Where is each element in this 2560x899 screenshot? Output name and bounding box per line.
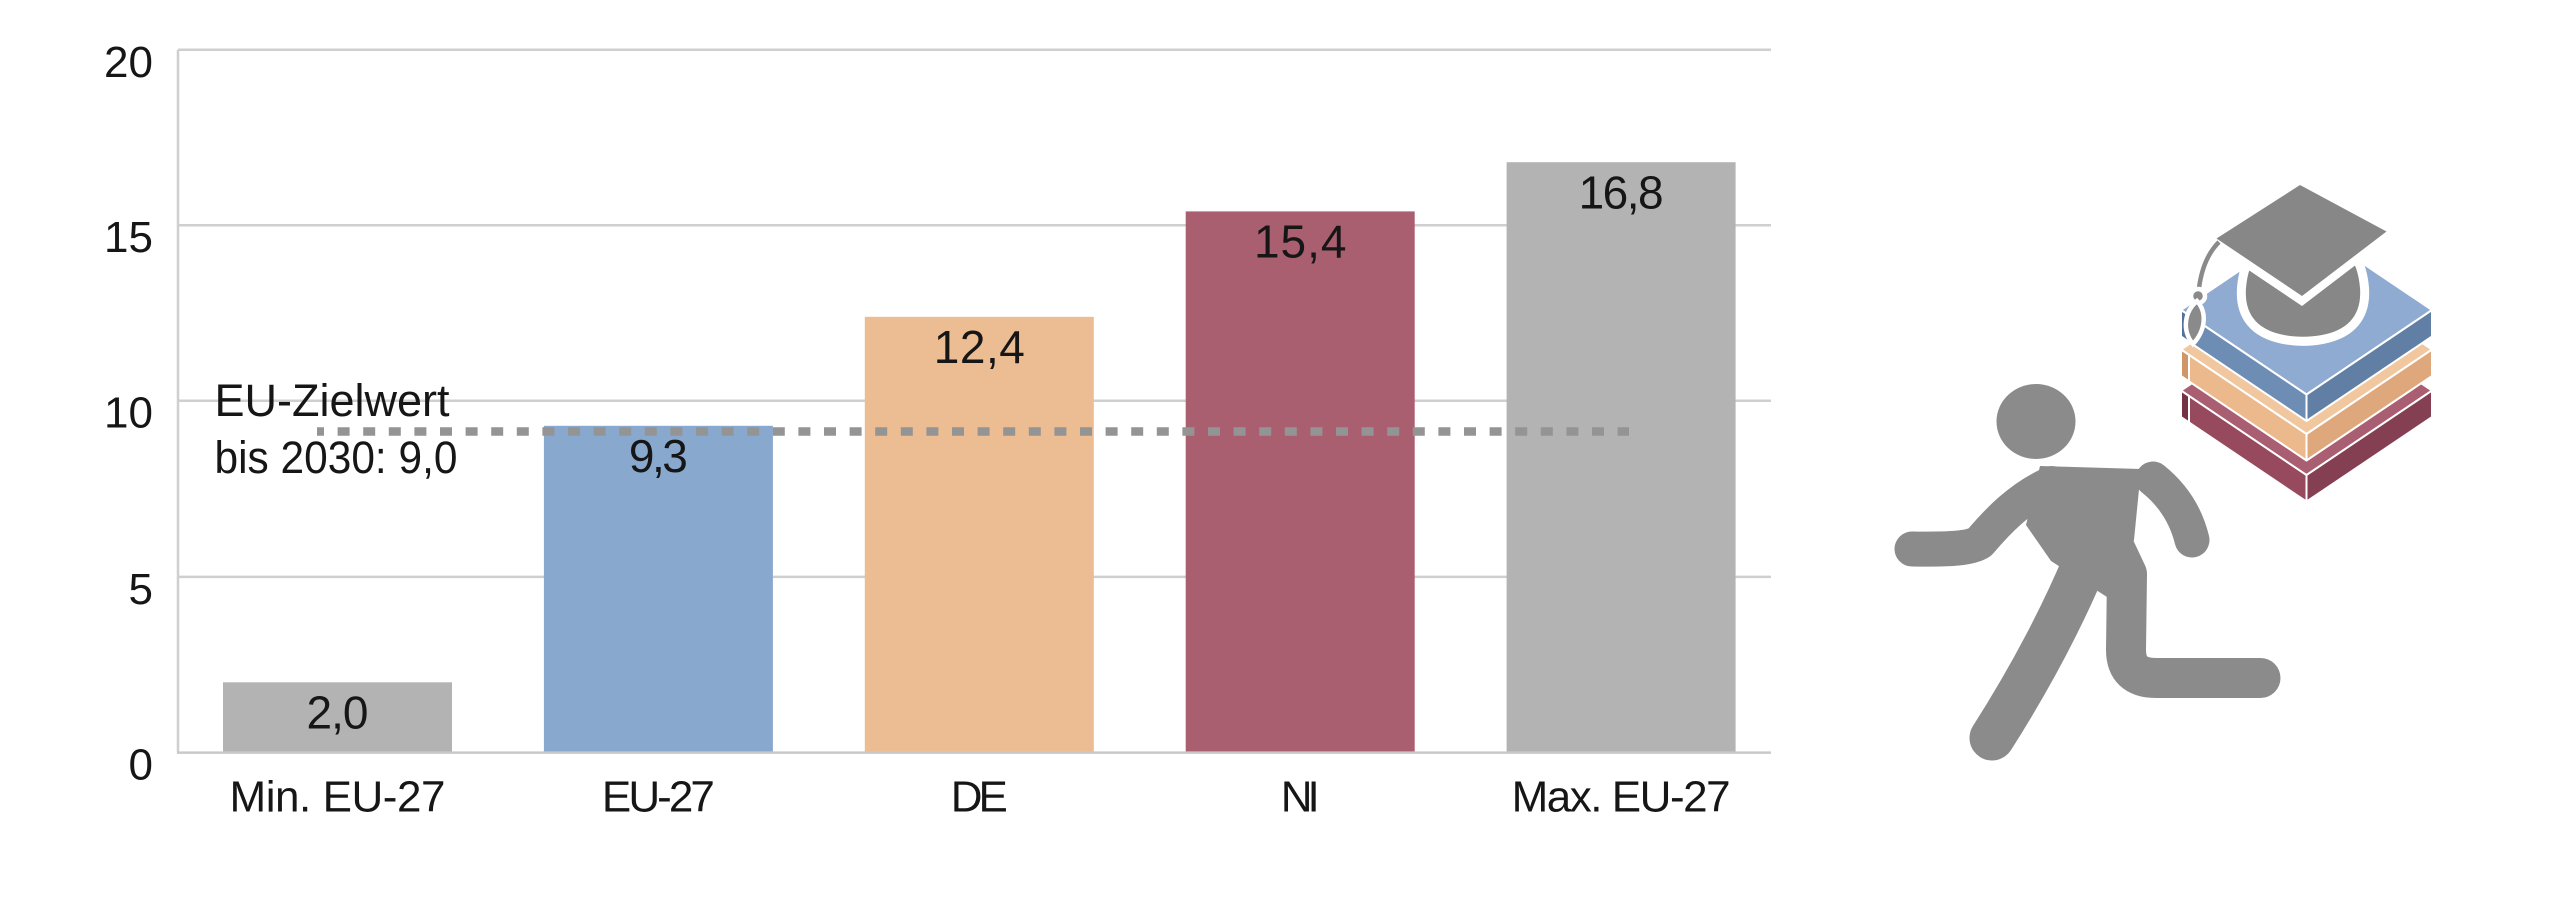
svg-text:0: 0: [129, 741, 153, 790]
svg-text:5: 5: [129, 565, 153, 614]
svg-text:2,0: 2,0: [307, 687, 369, 739]
svg-text:NI: NI: [1281, 773, 1320, 822]
svg-text:Max. EU-27: Max. EU-27: [1512, 773, 1731, 822]
svg-text:Min. EU-27: Min. EU-27: [230, 773, 446, 822]
svg-text:16,8: 16,8: [1579, 167, 1664, 219]
svg-text:DE: DE: [951, 773, 1008, 822]
svg-text:9,3: 9,3: [629, 430, 688, 482]
svg-text:12,4: 12,4: [934, 321, 1025, 373]
svg-text:EU-27: EU-27: [602, 773, 715, 822]
svg-text:15: 15: [104, 213, 153, 262]
svg-text:15,4: 15,4: [1254, 216, 1347, 268]
svg-text:EU-Zielwert: EU-Zielwert: [215, 375, 451, 426]
svg-text:bis 2030: 9,0: bis 2030: 9,0: [215, 432, 458, 483]
svg-text:20: 20: [104, 38, 153, 87]
svg-text:10: 10: [104, 389, 153, 438]
